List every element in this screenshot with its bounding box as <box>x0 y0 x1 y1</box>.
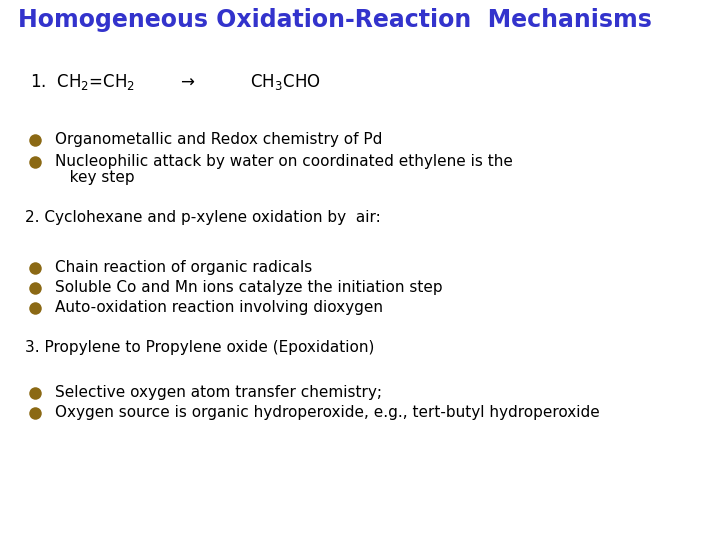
Text: Nucleophilic attack by water on coordinated ethylene is the: Nucleophilic attack by water on coordina… <box>55 154 513 169</box>
Text: Auto-oxidation reaction involving dioxygen: Auto-oxidation reaction involving dioxyg… <box>55 300 383 315</box>
Text: 1.  CH$_2$=CH$_2$        $\rightarrow$          CH$_3$CHO: 1. CH$_2$=CH$_2$ $\rightarrow$ CH$_3$CHO <box>30 72 320 92</box>
Text: Chain reaction of organic radicals: Chain reaction of organic radicals <box>55 260 312 275</box>
Text: Organometallic and Redox chemistry of Pd: Organometallic and Redox chemistry of Pd <box>55 132 382 147</box>
Text: Homogeneous Oxidation-Reaction  Mechanisms: Homogeneous Oxidation-Reaction Mechanism… <box>18 8 652 32</box>
Text: key step: key step <box>55 170 135 185</box>
Text: Oxygen source is organic hydroperoxide, e.g., tert-butyl hydroperoxide: Oxygen source is organic hydroperoxide, … <box>55 405 600 420</box>
Text: 2. Cyclohexane and p-xylene oxidation by  air:: 2. Cyclohexane and p-xylene oxidation by… <box>25 210 381 225</box>
Text: 3. Propylene to Propylene oxide (Epoxidation): 3. Propylene to Propylene oxide (Epoxida… <box>25 340 374 355</box>
Text: Soluble Co and Mn ions catalyze the initiation step: Soluble Co and Mn ions catalyze the init… <box>55 280 443 295</box>
Text: Selective oxygen atom transfer chemistry;: Selective oxygen atom transfer chemistry… <box>55 385 382 400</box>
